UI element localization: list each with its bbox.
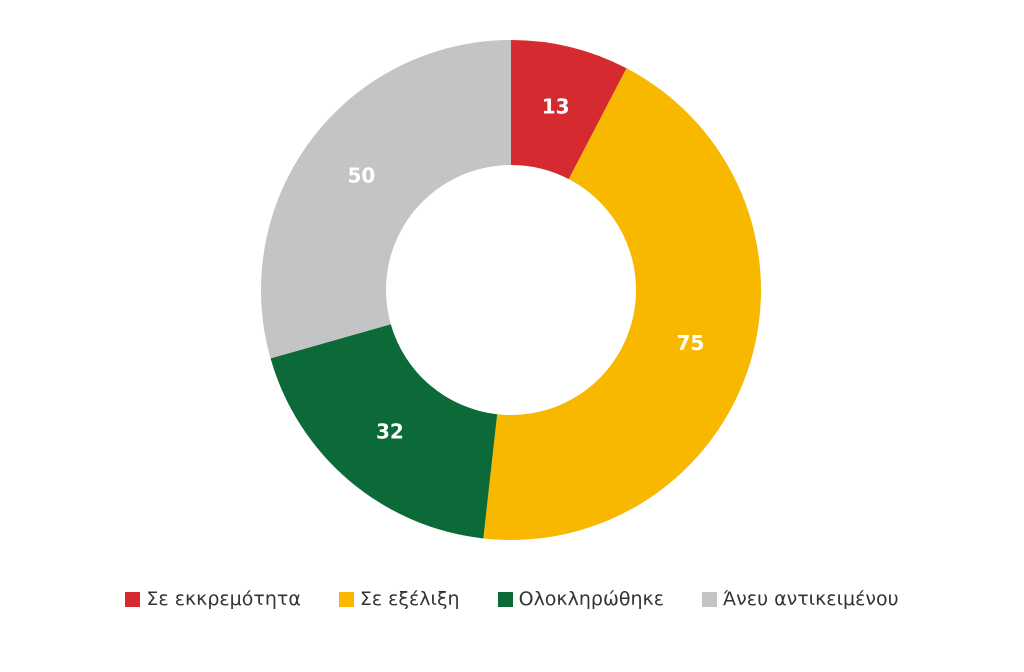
data-label: 50 xyxy=(347,164,375,188)
data-label: 75 xyxy=(676,331,704,355)
data-label: 13 xyxy=(542,94,570,118)
legend-item: Άνευ αντικειμένου xyxy=(702,588,899,610)
donut-slice xyxy=(483,68,762,540)
donut-slice xyxy=(511,40,627,180)
legend-item: Σε εξέλιξη xyxy=(338,588,460,610)
donut-slice xyxy=(260,40,511,359)
legend-swatch xyxy=(338,591,354,607)
legend-swatch xyxy=(702,591,718,607)
legend-label: Σε εκκρεμότητα xyxy=(146,588,301,610)
legend-swatch xyxy=(497,591,513,607)
legend-label: Άνευ αντικειμένου xyxy=(723,588,899,610)
legend-label: Ολοκληρώθηκε xyxy=(518,588,665,610)
legend-label: Σε εξέλιξη xyxy=(359,588,460,610)
legend-item: Σε εκκρεμότητα xyxy=(125,588,301,610)
data-label: 32 xyxy=(376,420,404,444)
legend-item: Ολοκληρώθηκε xyxy=(497,588,665,610)
legend-swatch xyxy=(125,591,141,607)
legend: Σε εκκρεμότητα Σε εξέλιξη Ολοκληρώθηκε Άνευ… xyxy=(0,588,1024,610)
chart: 13 75 32 50 xyxy=(260,40,762,540)
donut-slice xyxy=(270,324,498,539)
